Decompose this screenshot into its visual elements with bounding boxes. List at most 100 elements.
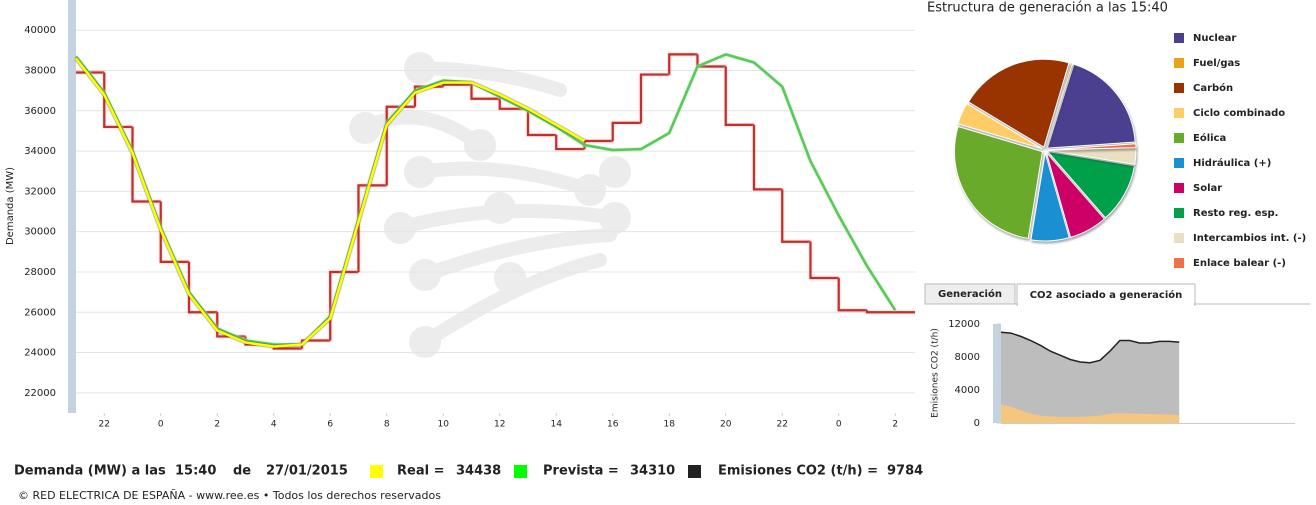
footer-label: Real = bbox=[397, 464, 444, 479]
legend-label: Hidráulica (+) bbox=[1193, 157, 1271, 169]
legend-label: Ciclo combinado bbox=[1193, 108, 1285, 119]
axis-bar bbox=[68, 0, 76, 413]
footer-label: Demanda (MW) a las bbox=[14, 464, 166, 479]
pie-slice bbox=[954, 125, 1044, 240]
tab-cover bbox=[1018, 303, 1194, 306]
y-tick-label: 32000 bbox=[24, 186, 56, 197]
step bbox=[357, 184, 387, 272]
axis-bar bbox=[993, 324, 1001, 423]
footer: Demanda (MW) a las 15:40 de 27/01/2015 R… bbox=[14, 464, 923, 479]
x-tick-label: 12 bbox=[494, 420, 505, 430]
y-tick-label: 26000 bbox=[24, 307, 56, 318]
footer-label: de bbox=[233, 464, 251, 479]
legend-label: Fuel/gas bbox=[1193, 58, 1240, 69]
pie-slice bbox=[1030, 152, 1070, 242]
x-tick-label: 0 bbox=[836, 420, 842, 430]
legend-swatch bbox=[1174, 183, 1184, 193]
x-tick-label: 4 bbox=[271, 420, 277, 430]
x-tick-label: 22 bbox=[99, 420, 110, 430]
x-tick-label: 18 bbox=[664, 420, 676, 430]
y-tick-label: 4000 bbox=[955, 385, 980, 396]
step bbox=[526, 108, 557, 137]
legend-swatch bbox=[514, 465, 527, 478]
x-tick-label: 2 bbox=[892, 420, 898, 430]
y-tick-label: 38000 bbox=[24, 66, 56, 77]
step bbox=[752, 124, 783, 191]
step bbox=[865, 310, 915, 314]
area-line bbox=[1000, 331, 1180, 364]
footer-value: 34438 bbox=[456, 464, 501, 479]
area bbox=[1001, 404, 1180, 423]
footer-label: Emisiones CO2 (t/h) = bbox=[718, 464, 878, 479]
legend-swatch bbox=[1174, 58, 1184, 68]
step bbox=[498, 98, 528, 110]
y-tick-label: 28000 bbox=[24, 267, 56, 278]
y-tick-label: 24000 bbox=[24, 348, 56, 359]
legend-swatch bbox=[1174, 158, 1184, 168]
legend-label: Resto reg. esp. bbox=[1193, 208, 1278, 219]
x-tick-label: 8 bbox=[384, 420, 390, 430]
legend-label: Nuclear bbox=[1193, 33, 1236, 44]
legend-label: Intercambios int. (-) bbox=[1193, 233, 1306, 244]
tabs: Generación CO2 asociado a generación bbox=[924, 283, 1310, 306]
legend-swatch bbox=[688, 465, 701, 478]
step bbox=[837, 278, 867, 312]
y-tick-label: 22000 bbox=[24, 388, 56, 399]
legend-swatch bbox=[1174, 108, 1184, 118]
pie-slice bbox=[1045, 62, 1074, 148]
x-tick-label: 22 bbox=[777, 420, 788, 430]
step bbox=[639, 73, 670, 123]
y-tick-label: 30000 bbox=[24, 227, 56, 238]
x-tick-label: 10 bbox=[438, 420, 450, 430]
y-axis-label: Emisiones CO2 (t/h) bbox=[931, 328, 941, 418]
legend-swatch bbox=[370, 465, 383, 478]
footer-time: 15:40 bbox=[175, 464, 216, 479]
copyright: © RED ELECTRICA DE ESPAÑA - www.ree.es •… bbox=[18, 489, 441, 502]
pie-slice bbox=[1047, 143, 1137, 151]
legend-swatch bbox=[1174, 258, 1184, 268]
footer-value: 34310 bbox=[630, 464, 675, 479]
line bbox=[74, 57, 586, 348]
x-tick-label: 20 bbox=[720, 420, 732, 430]
y-tick-label: 36000 bbox=[24, 106, 56, 117]
legend-swatch bbox=[1174, 208, 1184, 218]
step bbox=[300, 339, 331, 349]
y-tick-label: 40000 bbox=[24, 25, 56, 36]
footer-label: Prevista = bbox=[543, 464, 619, 479]
step bbox=[724, 66, 754, 127]
pie-slice bbox=[957, 102, 1043, 150]
step bbox=[611, 121, 641, 142]
step bbox=[668, 53, 698, 75]
pie-title: Estructura de generación a las 15:40 bbox=[927, 1, 1168, 16]
legend-label: Solar bbox=[1193, 183, 1222, 194]
x-tick-label: 0 bbox=[158, 420, 164, 430]
y-axis-label: Demanda (MW) bbox=[5, 167, 16, 245]
pie-slice bbox=[1045, 152, 1105, 238]
step bbox=[442, 83, 472, 87]
step bbox=[781, 189, 811, 243]
tab-label[interactable]: Generación bbox=[938, 288, 1002, 300]
step bbox=[470, 84, 500, 100]
pie-slice bbox=[1046, 150, 1136, 219]
footer-value: 9784 bbox=[887, 464, 923, 479]
y-tick-label: 34000 bbox=[24, 146, 56, 157]
legend-swatch bbox=[1174, 83, 1184, 93]
y-tick-label: 0 bbox=[974, 418, 980, 429]
y-tick-label: 8000 bbox=[955, 352, 980, 363]
area bbox=[1001, 332, 1180, 423]
tab-label[interactable]: CO2 asociado a generación bbox=[1030, 289, 1183, 301]
x-tick-label: 2 bbox=[214, 420, 220, 430]
legend-label: Eólica bbox=[1193, 132, 1226, 144]
step bbox=[187, 261, 218, 314]
x-tick-label: 14 bbox=[551, 420, 563, 430]
legend-swatch bbox=[1174, 33, 1184, 43]
y-tick-label: 12000 bbox=[948, 319, 980, 330]
step bbox=[159, 201, 189, 264]
legend-label: Enlace balear (-) bbox=[1193, 258, 1286, 269]
legend-swatch bbox=[1174, 133, 1184, 143]
pie-slice bbox=[1046, 63, 1136, 149]
step bbox=[809, 241, 839, 280]
step bbox=[555, 134, 585, 151]
x-tick-label: 6 bbox=[327, 420, 333, 430]
